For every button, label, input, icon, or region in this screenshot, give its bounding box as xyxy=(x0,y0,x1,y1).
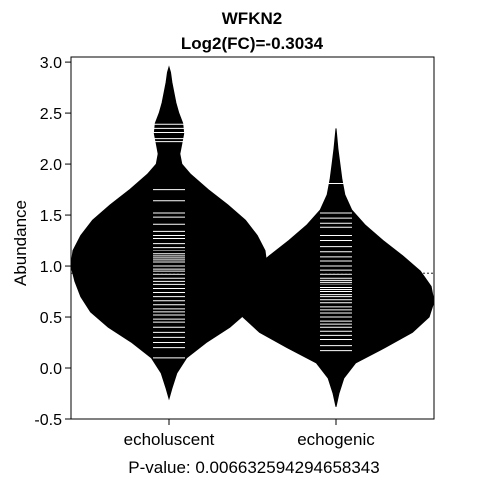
y-tick-label: -0.5 xyxy=(34,412,62,429)
x-axis: echoluscent echogenic xyxy=(124,419,375,449)
y-axis-label: Abundance xyxy=(11,200,30,286)
y-tick-label: 2.5 xyxy=(40,106,62,123)
y-tick-label: 1.5 xyxy=(40,208,62,225)
y-axis: -0.5 0.0 0.5 1.0 1.5 2.0 2.5 3.0 xyxy=(34,55,71,429)
p-value-label: P-value: 0.00663259429465834​3 xyxy=(128,458,379,477)
y-tick-label: 3.0 xyxy=(40,55,62,72)
beans-layer xyxy=(70,65,435,407)
bean-density-echogenic xyxy=(237,128,435,407)
y-tick-label: 0.5 xyxy=(40,310,62,327)
bean-echoluscent xyxy=(70,65,268,401)
bean-echogenic xyxy=(237,128,435,407)
y-tick-label: 2.0 xyxy=(40,157,62,174)
chart-subtitle: Log2(FC)=-0.3034 xyxy=(181,34,324,53)
y-tick-label: 0.0 xyxy=(40,361,62,378)
y-tick-label: 1.0 xyxy=(40,259,62,276)
chart-title: WFKN2 xyxy=(222,9,282,28)
plot-box xyxy=(70,56,435,420)
x-category-label: echoluscent xyxy=(124,430,215,449)
x-category-label: echogenic xyxy=(297,430,375,449)
bean-density-echoluscent xyxy=(70,65,268,401)
